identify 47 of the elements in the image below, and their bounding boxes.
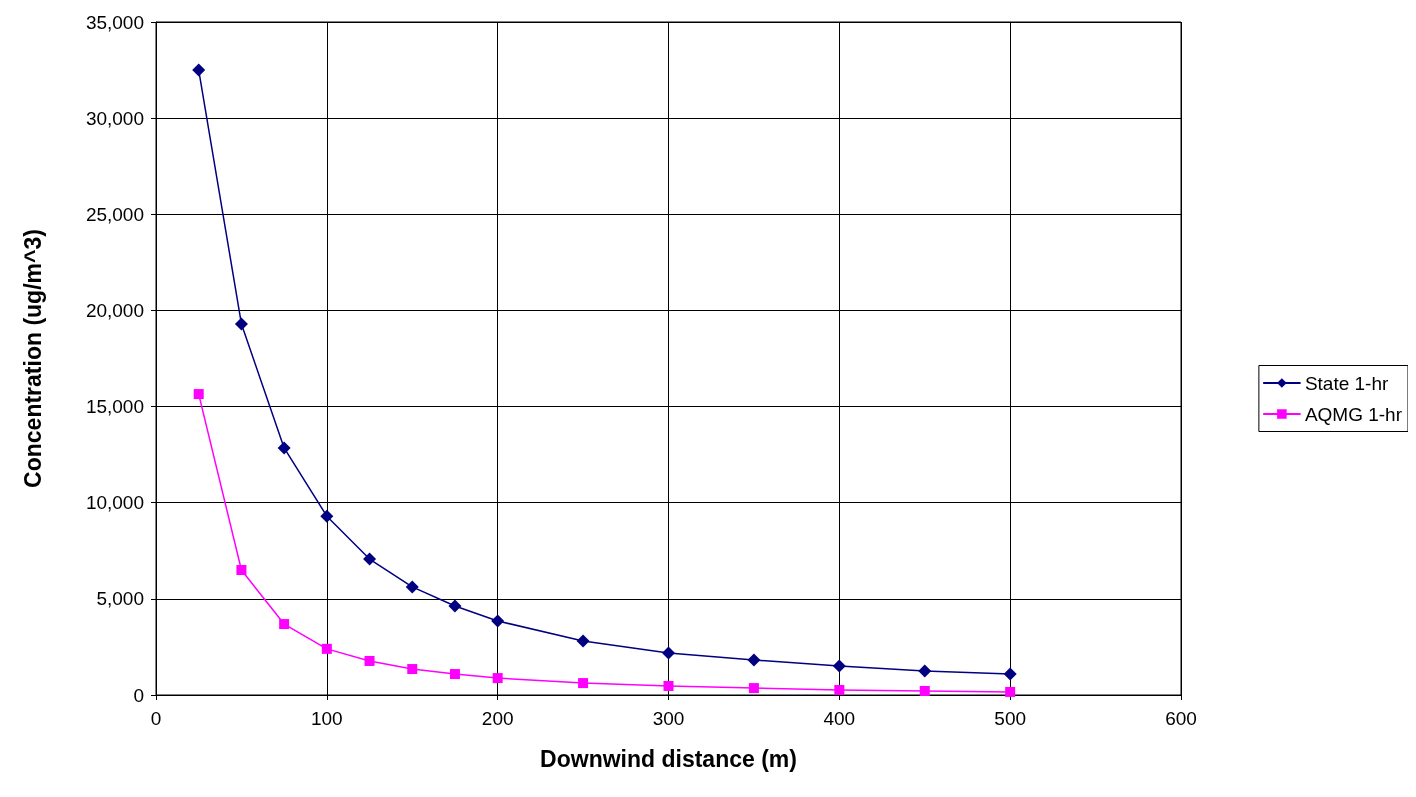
y-tick-label: 20,000 bbox=[85, 299, 144, 321]
point bbox=[832, 659, 846, 673]
point bbox=[662, 646, 675, 660]
x-tick-label: 400 bbox=[823, 708, 856, 729]
x-tick-label: 200 bbox=[481, 708, 514, 729]
point bbox=[363, 552, 377, 566]
y-tick-label: 30,000 bbox=[85, 107, 144, 129]
point bbox=[1005, 686, 1016, 697]
point bbox=[578, 678, 589, 689]
point bbox=[279, 619, 290, 630]
point bbox=[747, 653, 761, 667]
y-tick-label: 5,000 bbox=[96, 588, 144, 610]
y-axis-title: Concentration (ug/m^3) bbox=[19, 229, 46, 488]
point bbox=[834, 685, 845, 695]
x-tick-label: 100 bbox=[310, 708, 343, 729]
x-tick-label: 500 bbox=[994, 708, 1027, 729]
point bbox=[663, 680, 674, 691]
point bbox=[364, 655, 375, 666]
point bbox=[448, 599, 462, 613]
point bbox=[449, 669, 460, 680]
legend-label: State 1-hr bbox=[1304, 372, 1389, 394]
y-tick-label: 0 bbox=[133, 684, 144, 706]
point bbox=[277, 441, 291, 455]
point bbox=[576, 634, 590, 648]
x-tick-label: 0 bbox=[150, 708, 162, 729]
point bbox=[1003, 667, 1017, 681]
y-tick-label: 25,000 bbox=[85, 203, 144, 225]
y-tick-label: 15,000 bbox=[85, 396, 144, 418]
point bbox=[918, 664, 932, 678]
point bbox=[193, 389, 204, 400]
point bbox=[748, 683, 759, 694]
point bbox=[192, 63, 206, 77]
y-tick-label: 35,000 bbox=[85, 11, 144, 33]
point bbox=[321, 643, 332, 654]
y-tick-label: 10,000 bbox=[85, 492, 144, 514]
x-axis-title: Downwind distance (m) bbox=[540, 745, 797, 772]
point bbox=[320, 509, 334, 523]
point bbox=[234, 317, 248, 331]
point bbox=[919, 685, 930, 696]
x-tick-label: 300 bbox=[652, 708, 685, 729]
legend-label: AQMG 1-hr bbox=[1304, 403, 1403, 425]
point bbox=[491, 614, 505, 628]
point bbox=[405, 580, 419, 594]
point bbox=[236, 565, 247, 576]
point bbox=[492, 673, 503, 684]
point bbox=[407, 664, 418, 675]
x-tick-label: 600 bbox=[1165, 708, 1197, 729]
